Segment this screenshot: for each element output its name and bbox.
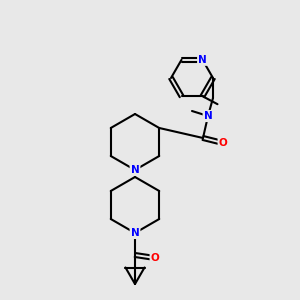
Text: N: N [204,111,212,121]
Text: N: N [130,165,140,175]
Text: O: O [151,253,159,263]
Text: N: N [198,55,207,65]
Text: O: O [219,138,227,148]
Text: N: N [130,228,140,238]
